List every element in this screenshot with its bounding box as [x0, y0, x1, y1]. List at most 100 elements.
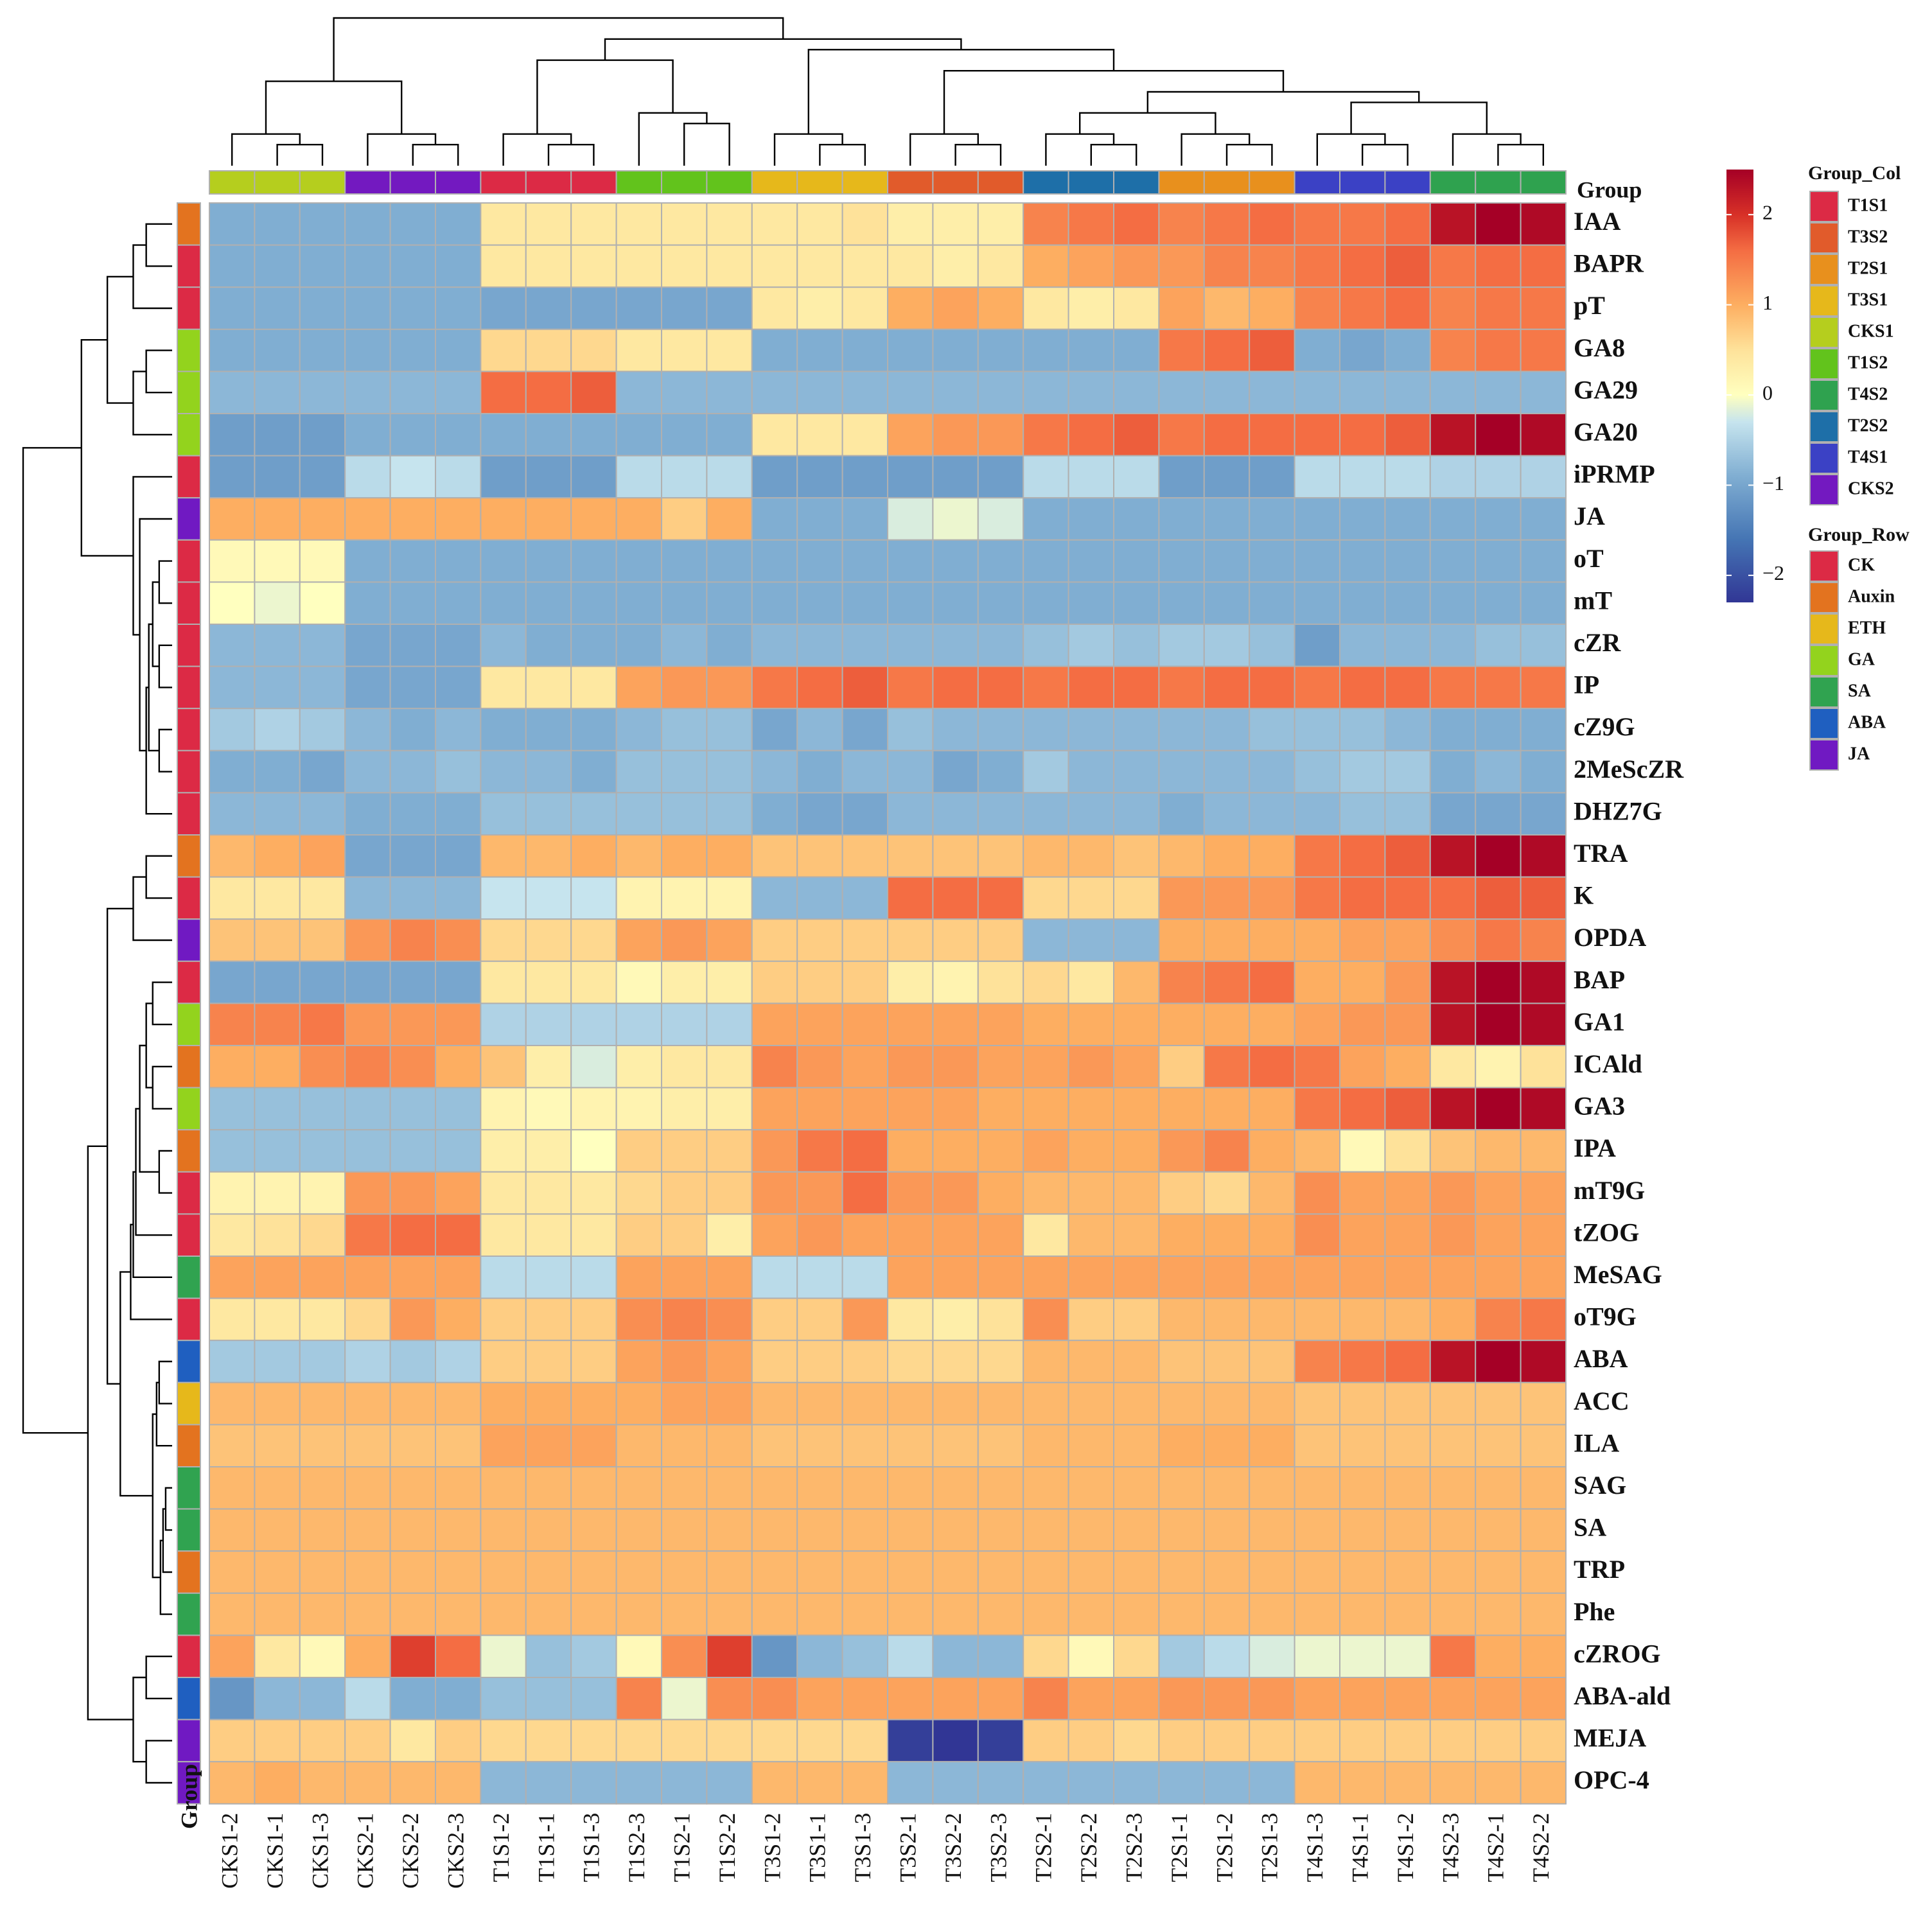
heatmap-cell: [1475, 244, 1522, 288]
heatmap-cell: [525, 1761, 572, 1805]
heatmap-cell: [661, 1508, 708, 1552]
heatmap-cell: [435, 455, 482, 499]
column-dendrogram-branch: [502, 133, 572, 166]
row-label: BAPR: [1574, 249, 1644, 278]
heatmap-cell: [1429, 1256, 1477, 1299]
heatmap-cell: [1203, 708, 1251, 751]
heatmap-cell: [887, 539, 934, 583]
heatmap-cell: [1475, 1213, 1522, 1257]
heatmap-cell: [209, 708, 256, 751]
heatmap-cell: [299, 1256, 346, 1299]
heatmap-cell: [1113, 708, 1160, 751]
heatmap-cell: [796, 876, 843, 920]
heatmap-cell: [977, 665, 1024, 710]
heatmap-cell: [1384, 1508, 1431, 1552]
heatmap-cell: [1339, 1297, 1386, 1342]
heatmap-cell: [299, 1466, 346, 1510]
heatmap-cell: [209, 455, 256, 499]
heatmap-cell: [435, 1677, 482, 1720]
heatmap-cell: [796, 1213, 843, 1257]
heatmap-cell: [299, 1045, 346, 1089]
heatmap-cell: [1520, 539, 1567, 583]
heatmap-cell: [1520, 1171, 1567, 1215]
heatmap-cell: [389, 834, 436, 878]
heatmap-cell: [1294, 1719, 1340, 1763]
heatmap-cell: [1384, 1761, 1431, 1805]
heatmap-cell: [1475, 749, 1522, 794]
heatmap-cell: [570, 1297, 617, 1342]
heatmap-cell: [977, 1550, 1024, 1594]
heatmap-cell: [1294, 539, 1340, 583]
column-group-cell: [1475, 170, 1522, 195]
heatmap-cell: [299, 918, 346, 962]
heatmap-cell: [661, 1129, 708, 1173]
heatmap-cell: [841, 1634, 888, 1678]
heatmap-cell: [1339, 202, 1386, 246]
heatmap-cell: [661, 1213, 708, 1257]
column-dendrogram-branch: [807, 49, 1115, 134]
column-dendrogram-branch: [909, 133, 979, 166]
column-group-cell: [1384, 170, 1431, 195]
heatmap-cell: [299, 371, 346, 415]
heatmap-cell: [1429, 1550, 1477, 1594]
heatmap-cell: [706, 1002, 753, 1047]
heatmap-cell: [1339, 1087, 1386, 1131]
heatmap-cell: [1023, 749, 1069, 794]
heatmap-cell: [480, 539, 527, 583]
heatmap-cell: [1158, 749, 1205, 794]
heatmap-cell: [1475, 1045, 1522, 1089]
heatmap-cell: [1023, 1466, 1069, 1510]
heatmap-cell: [751, 834, 798, 878]
heatmap-cell: [841, 371, 888, 415]
heatmap-cell: [977, 834, 1024, 878]
heatmap-cell: [932, 708, 979, 751]
heatmap-cell: [887, 1297, 934, 1342]
heatmap-cell: [1384, 1719, 1431, 1763]
heatmap-cell: [209, 1634, 256, 1678]
heatmap-cell: [389, 1550, 436, 1594]
heatmap-cell: [480, 1213, 527, 1257]
row-label: oT9G: [1574, 1302, 1637, 1331]
heatmap-cell: [1475, 918, 1522, 962]
heatmap-cell: [887, 1466, 934, 1510]
heatmap-cell: [932, 918, 979, 962]
heatmap-cell: [1294, 497, 1340, 541]
column-dendrogram-branch: [954, 143, 1002, 166]
column-group-cell: [525, 170, 572, 195]
heatmap-cell: [480, 371, 527, 415]
heatmap-cell: [841, 328, 888, 372]
heatmap-cell: [570, 581, 617, 626]
row-dendrogram-branch: [87, 1145, 134, 1720]
heatmap-cell: [796, 1381, 843, 1426]
heatmap-cell: [661, 665, 708, 710]
heatmap-cell: [1067, 1550, 1114, 1594]
heatmap-cell: [1158, 1087, 1205, 1131]
heatmap-cell: [796, 202, 843, 246]
heatmap-cell: [887, 1381, 934, 1426]
heatmap-cell: [796, 1719, 843, 1763]
row-dendrogram-branch: [152, 1065, 172, 1110]
heatmap-cell: [1384, 918, 1431, 962]
heatmap-cell: [841, 918, 888, 962]
row-group-cell: [177, 1592, 201, 1636]
heatmap-cell: [887, 1087, 934, 1131]
heatmap-cell: [1023, 244, 1069, 288]
row-dendrogram-branch: [164, 1487, 172, 1531]
heatmap-cell: [887, 834, 934, 878]
heatmap-cell: [1249, 1002, 1295, 1047]
heatmap-cell: [570, 624, 617, 667]
group-label-bottom: Group: [176, 1764, 202, 1829]
group-row-legend: Group_Row CK Auxin ETH GA SA ABA JA: [1808, 524, 1910, 771]
heatmap-cell: [661, 328, 708, 372]
group-row-legend-title: Group_Row: [1808, 524, 1910, 545]
row-label: GA29: [1574, 375, 1638, 404]
heatmap-cell: [1429, 1171, 1477, 1215]
heatmap-cell: [977, 1087, 1024, 1131]
heatmap-cell: [932, 286, 979, 330]
column-label: T1S2-1: [669, 1813, 694, 1882]
heatmap-cell: [344, 918, 391, 962]
group-col-legend-swatch: [1809, 222, 1839, 254]
heatmap-cell: [389, 328, 436, 372]
heatmap-cell: [209, 1761, 256, 1805]
heatmap-cell: [1023, 455, 1069, 499]
